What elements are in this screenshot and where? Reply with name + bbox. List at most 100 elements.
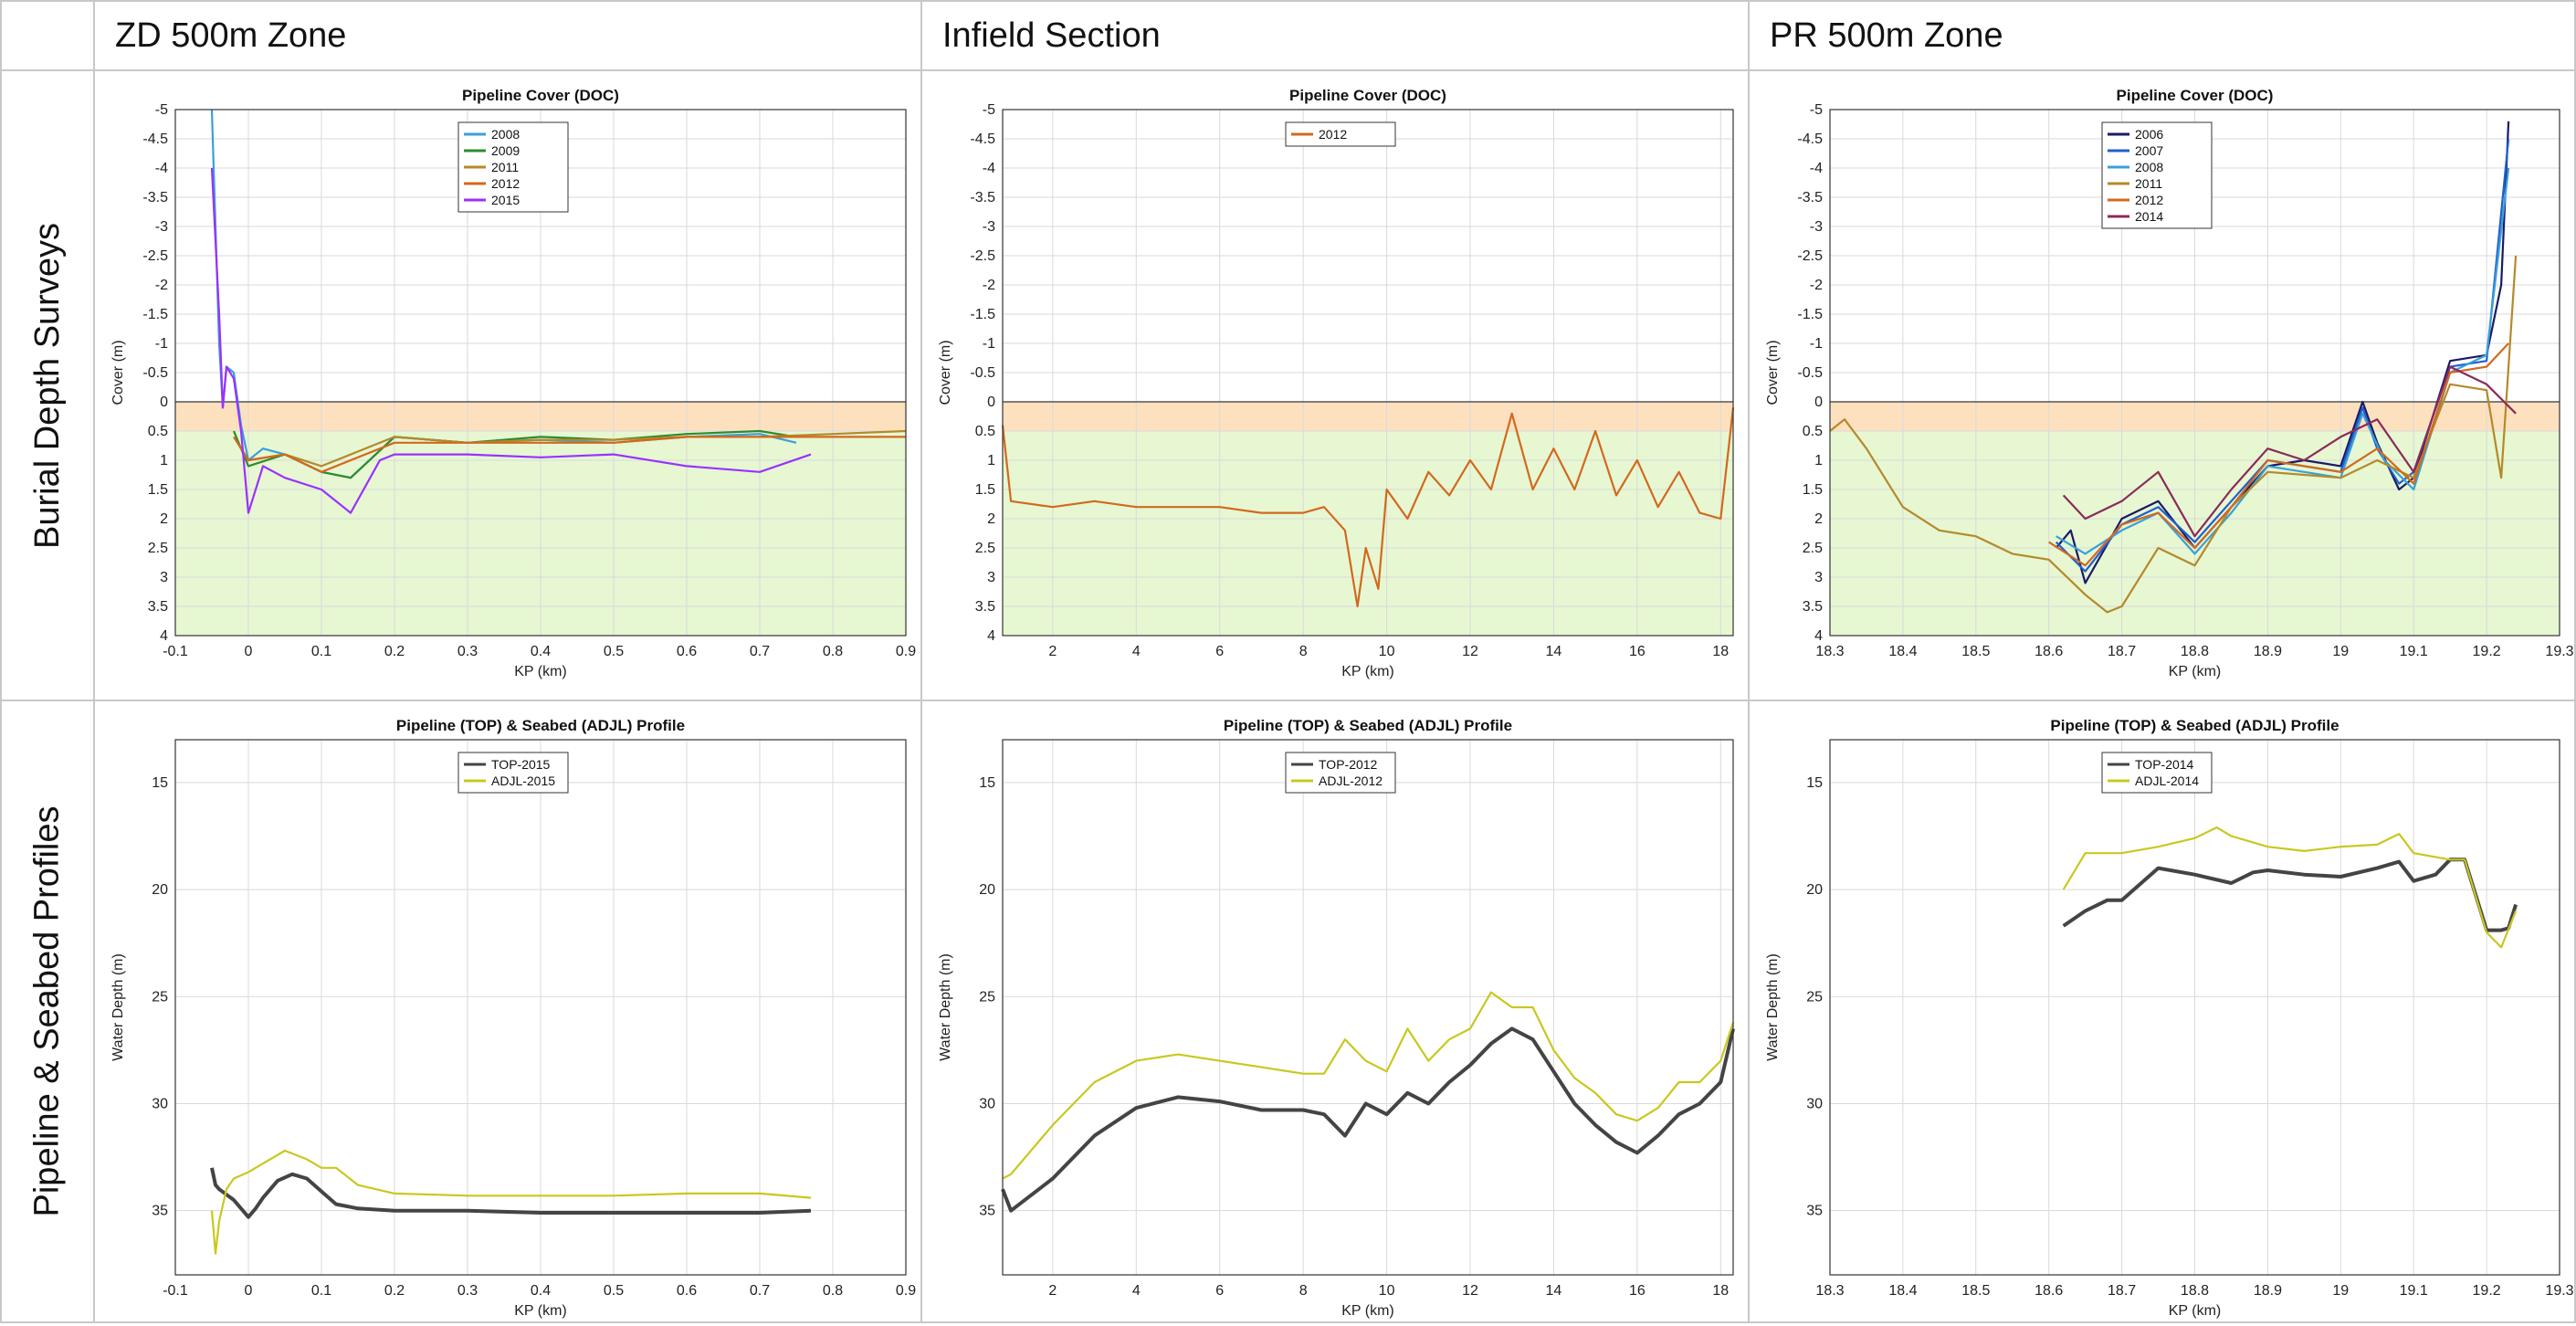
column-header-infield: Infield Section	[920, 0, 1750, 71]
series-line-ADJL-2015	[210, 1149, 812, 1255]
y-tick-label: 4	[160, 628, 168, 644]
row-header-burial-label: Burial Depth Surveys	[27, 222, 67, 549]
column-header-pr: PR 500m Zone	[1748, 0, 2576, 71]
y-tick-label: -1.5	[142, 307, 168, 322]
y-tick-label: 0	[160, 395, 168, 410]
x-axis-label: KP (km)	[514, 664, 566, 679]
series-line-ADJL-2012	[1002, 991, 1735, 1180]
y-tick-label: -1	[155, 336, 168, 352]
y-tick-label: -3	[155, 219, 168, 235]
plot-area	[1003, 740, 1733, 1275]
x-tick-label: 0.8	[823, 644, 843, 659]
y-axis-label: Cover (m)	[110, 340, 126, 405]
x-tick-label: 18.8	[2181, 644, 2209, 659]
chart-doc-zd: -0.1 0 0.1 0.2 0.3 0.4 0.5 0.6 0.7 0.8 0.9 -5 -4.5 -4…	[110, 87, 916, 679]
x-tick-label: 0	[245, 1283, 253, 1299]
x-tick-label: 4	[1132, 644, 1141, 659]
series-line-ADJL-2014	[2062, 826, 2518, 949]
y-tick-label: -4	[983, 161, 995, 176]
legend-entry: TOP-2015	[491, 757, 551, 772]
row-header-profiles-label: Pipeline & Seabed Profiles	[27, 805, 67, 1217]
y-tick-label: -1	[983, 336, 995, 352]
x-tick-label: 18.5	[1961, 1283, 1990, 1299]
chart-doc-pr: 18.3 18.4 18.5 18.6 18.7 18.8 18.9 19 19.1 19.2 19…	[1765, 87, 2574, 679]
x-tick-label: 10	[1379, 1283, 1395, 1299]
y-tick-label: 15	[979, 775, 995, 791]
row-header-profiles: Pipeline & Seabed Profiles	[0, 700, 95, 1323]
x-tick-label: 14	[1546, 1283, 1562, 1299]
x-tick-label: 2	[1048, 1283, 1057, 1299]
x-tick-label: 8	[1299, 644, 1308, 659]
x-tick-label: 16	[1629, 1283, 1645, 1299]
legend-entry: 2006	[2135, 127, 2163, 142]
y-axis-label: Cover (m)	[938, 340, 953, 405]
y-tick-label: -0.5	[1797, 365, 1823, 381]
legend-entry: 2012	[1319, 127, 1347, 142]
chart-title: Pipeline Cover (DOC)	[1289, 87, 1446, 104]
x-tick-label: 18.4	[1888, 644, 1917, 659]
corner-cell	[0, 0, 95, 71]
legend-entry: 2008	[491, 127, 520, 142]
legend-entry: TOP-2014	[2135, 757, 2194, 772]
legend: TOP-2014 ADJL-2014	[2101, 752, 2213, 794]
y-tick-label: 1.5	[1803, 482, 1823, 498]
chart-title: Pipeline (TOP) & Seabed (ADJL) Profile	[1224, 717, 1512, 734]
chart-doc-infield: 2 4 6 8 10 12 14 16 18-5-4.5-4-3.5-3-2.5-2-1.5-1…	[938, 87, 1735, 679]
x-tick-label: 18.7	[2108, 1283, 2136, 1299]
chart-title: Pipeline Cover (DOC)	[462, 87, 619, 104]
y-tick-label: -1.5	[1797, 307, 1823, 322]
y-tick-label: 30	[152, 1096, 168, 1111]
y-tick-label: 25	[152, 989, 168, 1005]
y-tick-label: 20	[979, 882, 995, 898]
cell-profile-pr: 18.3 18.4 18.5 18.6 18.7 18.8 18.9 19 19.1 19.2 19…	[1748, 700, 2576, 1323]
y-tick-label: 20	[1806, 882, 1823, 898]
axes-frame	[174, 109, 907, 637]
series-line-2012	[233, 436, 906, 473]
y-tick-label: -4	[1810, 161, 1823, 176]
legend-entry: 2007	[2135, 143, 2163, 158]
x-tick-label: 18.5	[1961, 644, 1990, 659]
y-tick-label: -3.5	[142, 190, 168, 205]
x-tick-label: 6	[1215, 644, 1224, 659]
legend-entry: 2011	[491, 160, 519, 174]
x-tick-label: 0.5	[604, 1283, 624, 1299]
series-line-2015	[210, 167, 812, 514]
x-tick-label: 19.2	[2473, 1283, 2501, 1299]
x-tick-label: 19.3	[2545, 644, 2573, 659]
legend-entry: 2011	[2135, 176, 2162, 191]
y-tick-label: 3.5	[148, 599, 168, 615]
x-tick-label: 0.5	[604, 644, 624, 659]
cell-profile-zd: -0.1 0 0.1 0.2 0.3 0.4 0.5 0.6 0.7 0.8 0.9 15 20 25 30…	[93, 700, 922, 1323]
x-tick-label: 0.2	[384, 1283, 405, 1299]
x-tick-label: 19	[2332, 1283, 2349, 1299]
row-header-burial: Burial Depth Surveys	[0, 69, 95, 701]
y-tick-label: 35	[1806, 1204, 1823, 1219]
y-tick-label: 25	[1806, 989, 1823, 1005]
x-tick-label: 0.9	[896, 644, 916, 659]
series-line-TOP-2012	[1001, 1026, 1735, 1213]
series-line-2012	[1001, 407, 1735, 608]
y-tick-label: 0.5	[148, 424, 168, 439]
y-tick-label: -2	[155, 278, 168, 293]
legend-entry: ADJL-2014	[2135, 774, 2199, 788]
series-line-2012	[2048, 342, 2509, 567]
axes-frame	[1829, 739, 2560, 1276]
x-tick-label: 14	[1546, 644, 1562, 659]
y-tick-label: -5	[1810, 102, 1823, 118]
y-tick-label: 25	[979, 989, 995, 1005]
x-tick-label: 18.8	[2181, 1283, 2209, 1299]
chart-profile-pr: 18.3 18.4 18.5 18.6 18.7 18.8 18.9 19 19.1 19.2 19…	[1765, 717, 2574, 1319]
legend: 2012	[1285, 121, 1396, 147]
x-tick-label: 18.3	[1815, 644, 1844, 659]
x-axis-label: KP (km)	[1341, 1303, 1393, 1319]
chart-title: Pipeline (TOP) & Seabed (ADJL) Profile	[2050, 717, 2339, 734]
x-tick-label: 8	[1299, 1283, 1308, 1299]
cover-band-1	[1003, 431, 1733, 636]
series-line-TOP-2015	[210, 1167, 812, 1219]
axes-frame	[1002, 739, 1734, 1276]
x-tick-label: 19.1	[2400, 644, 2428, 659]
y-tick-label: 35	[979, 1204, 995, 1219]
x-tick-label: 0.9	[896, 1283, 916, 1299]
